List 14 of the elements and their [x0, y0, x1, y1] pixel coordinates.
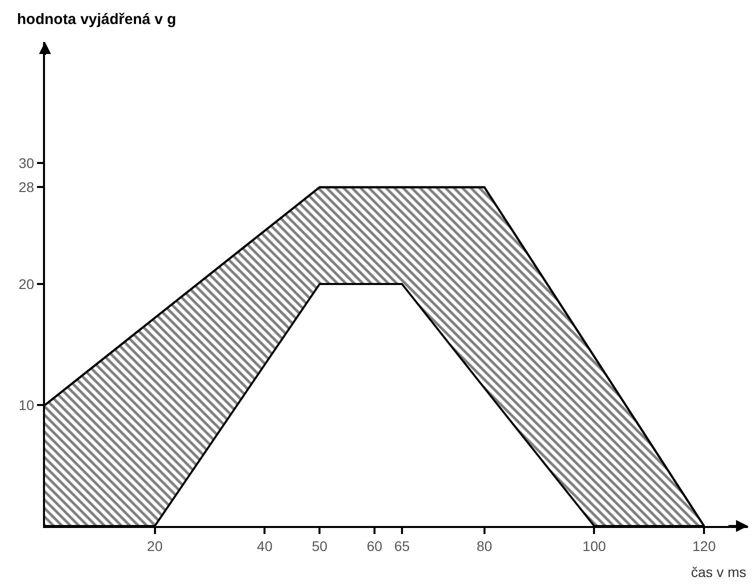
y-tick-label: 28: [18, 179, 34, 196]
x-tick-label: 65: [394, 538, 410, 554]
y-tick-label: 20: [18, 276, 34, 292]
x-tick-label: 100: [582, 538, 606, 554]
x-tick-label: 50: [312, 538, 328, 554]
y-tick-label: 10: [18, 396, 34, 413]
x-tick-label: 120: [692, 538, 716, 554]
x-tick-label: 40: [256, 538, 273, 554]
x-tick-label: 80: [476, 538, 492, 554]
y-tick-label: 30: [18, 154, 34, 171]
y-axis-title: hodnota vyjádřená v g: [17, 11, 176, 28]
x-tick-label: 60: [366, 538, 383, 554]
x-axis-title: čas v ms: [691, 564, 746, 580]
x-tick-label: 20: [147, 538, 163, 554]
